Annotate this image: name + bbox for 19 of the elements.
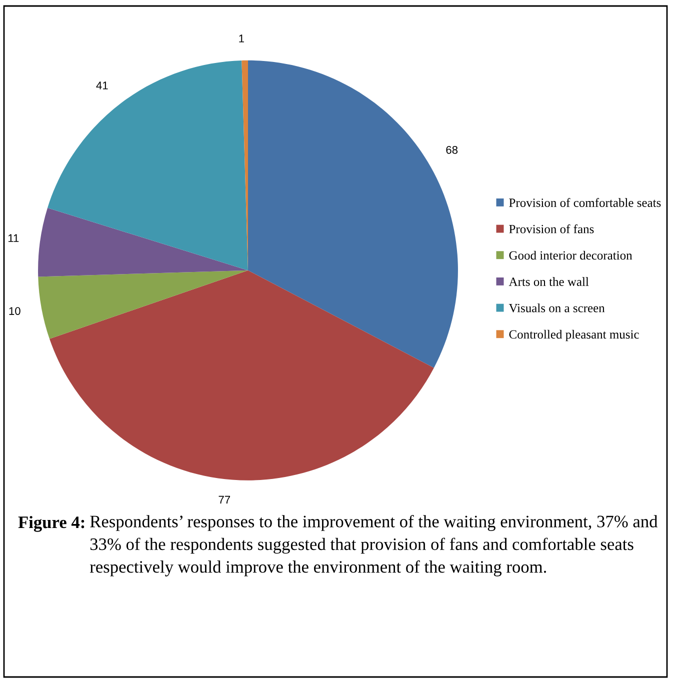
data-label: 1 xyxy=(239,34,244,42)
pie-slice xyxy=(38,270,248,339)
data-label: 11 xyxy=(8,234,19,242)
legend-label: Controlled pleasant music xyxy=(509,330,639,342)
caption: Figure 4: xyxy=(18,516,84,532)
pie-slice xyxy=(248,60,458,368)
data-label: 10 xyxy=(9,307,20,315)
text: Respondents’ responses to the improvement of the waiting environment, 37% and 33% of the respondents suggested that provision of fans and comfortable seats respectively would improve the environment of the waiting room. xyxy=(90,515,658,576)
pie-slice xyxy=(38,208,248,277)
legend-label: Visuals on a screen xyxy=(508,304,605,312)
pie-slice xyxy=(48,60,248,270)
legend-label: Good interior decoration xyxy=(509,250,632,260)
pie-slice xyxy=(50,270,434,480)
legend-label: Provision of fans xyxy=(509,224,594,234)
data-label: 68 xyxy=(446,146,458,154)
legend-label: Arts on the wall xyxy=(508,277,589,286)
data-label: 77 xyxy=(218,496,230,504)
data-label: 41 xyxy=(96,82,108,90)
legend-label: Provision of comfortable seats xyxy=(509,198,661,207)
